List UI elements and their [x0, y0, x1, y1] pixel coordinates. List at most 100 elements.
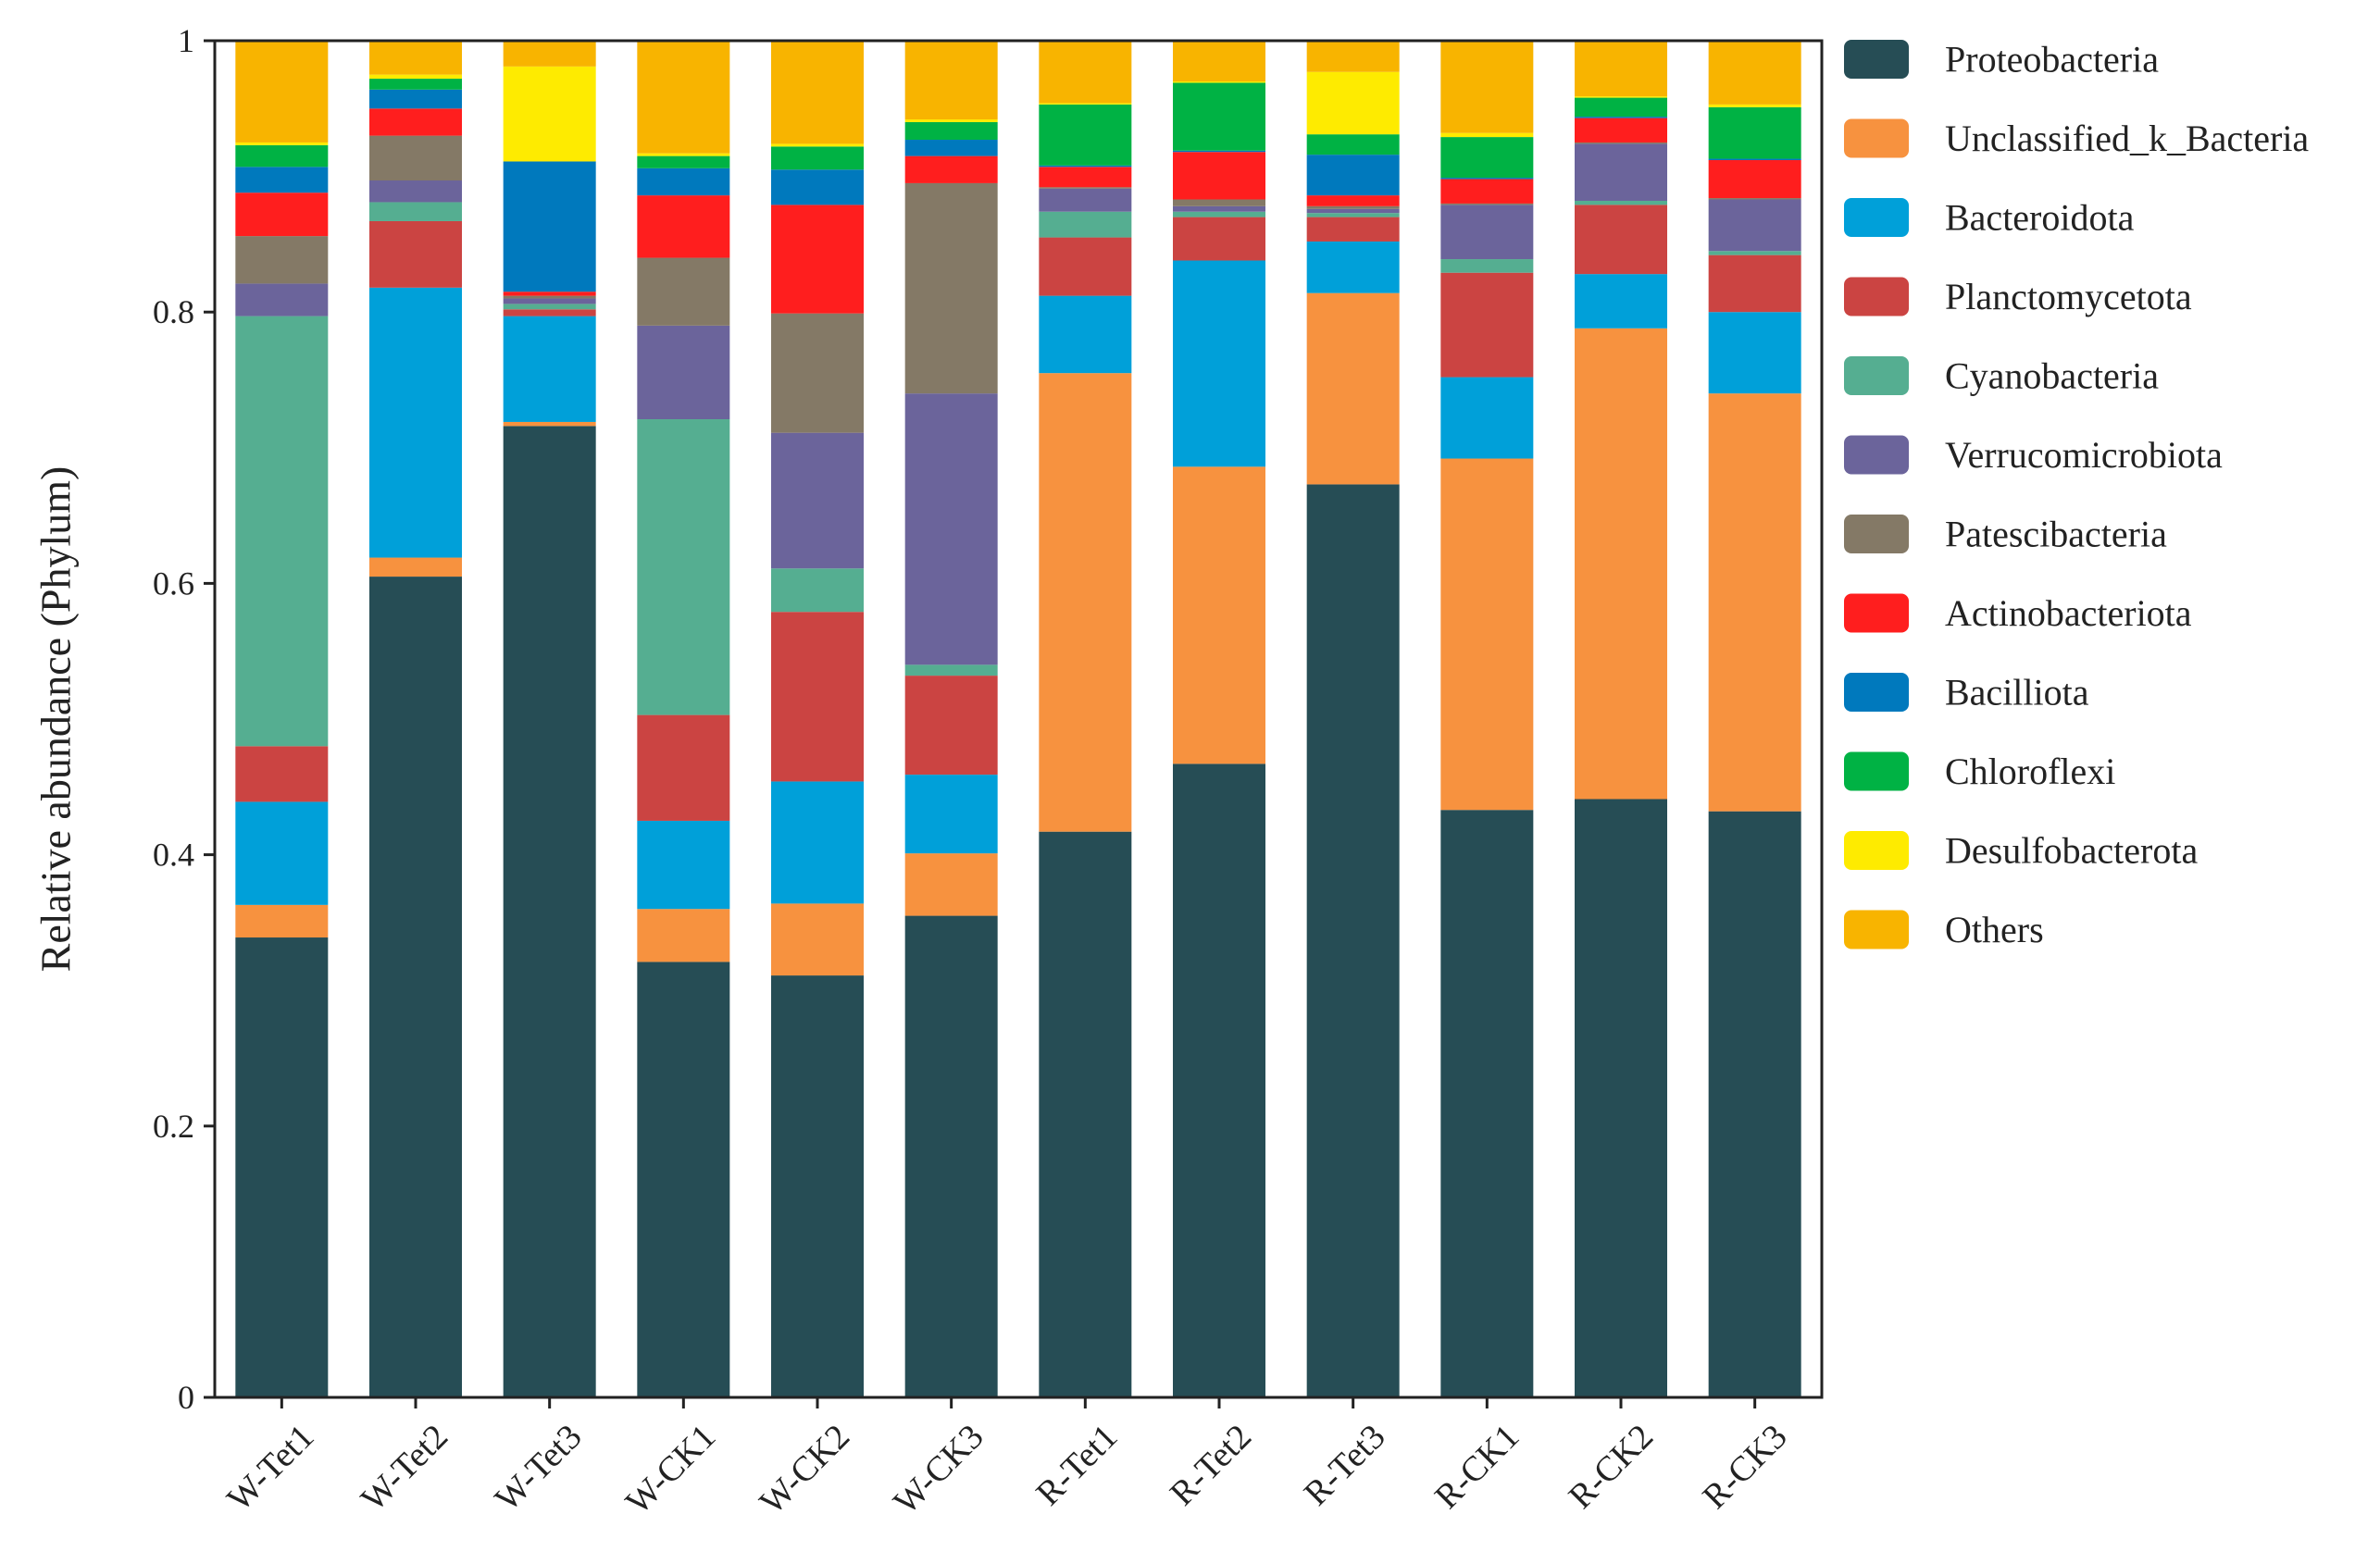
- bar-segment-r-tet2-planctomycetota: [1173, 217, 1265, 261]
- bar-segment-w-ck1-patescibacteria: [637, 257, 730, 326]
- bar-segment-w-tet1-planctomycetota: [235, 746, 329, 802]
- bar-segment-w-ck3-cyanobacteria: [904, 664, 998, 676]
- bar-segment-w-tet2-cyanobacteria: [369, 202, 462, 221]
- x-tick-label: W-Tet1: [219, 1417, 321, 1519]
- bar-segment-r-tet1-bacteroidota: [1039, 295, 1132, 374]
- bar-segment-w-tet2-desulfobacterota: [369, 74, 462, 80]
- bar-segment-r-ck1-cyanobacteria: [1440, 259, 1534, 273]
- bar-segment-r-ck3-bacilliota: [1708, 158, 1801, 161]
- bar-segment-w-ck2-actinobacteriota: [771, 205, 864, 314]
- bar-segment-w-tet1-verrucomicrobiota: [235, 283, 329, 316]
- bar-segment-r-ck3-proteobacteria: [1708, 811, 1801, 1397]
- bar-segment-w-tet2-bacilliota: [369, 89, 462, 109]
- x-tick-label: R-CK2: [1562, 1417, 1661, 1516]
- bar-segment-w-ck3-unclassified-k-bacteria: [904, 853, 998, 916]
- bar-segment-w-tet1-proteobacteria: [235, 937, 329, 1397]
- bar-segment-w-tet3-bacteroidota: [503, 316, 596, 422]
- bar-segment-r-ck2-chloroflexi: [1575, 97, 1667, 118]
- x-tick-label: R-Tet1: [1028, 1417, 1125, 1513]
- bar-segment-w-ck2-unclassified-k-bacteria: [771, 903, 864, 976]
- x-tick-label: R-Tet2: [1163, 1417, 1259, 1513]
- y-tick-label: 0: [178, 1379, 194, 1416]
- legend-swatch: [1844, 593, 1909, 633]
- bar-segment-r-tet1-desulfobacterota: [1039, 103, 1132, 105]
- bar-segment-w-ck1-planctomycetota: [637, 714, 730, 821]
- bar-segment-r-tet2-desulfobacterota: [1173, 81, 1265, 83]
- bar-segment-r-ck1-unclassified-k-bacteria: [1440, 458, 1534, 811]
- bar-segment-w-ck1-proteobacteria: [637, 962, 730, 1397]
- bar-segment-w-ck1-unclassified-k-bacteria: [637, 909, 730, 962]
- bar-segment-w-ck2-proteobacteria: [771, 975, 864, 1397]
- x-tick-label: W-Tet2: [354, 1417, 455, 1519]
- bar-segment-r-ck2-bacilliota: [1575, 117, 1667, 118]
- bar-segment-w-tet3-proteobacteria: [503, 426, 596, 1398]
- legend-swatch: [1844, 356, 1909, 395]
- bar-segment-r-tet3-planctomycetota: [1306, 217, 1400, 242]
- bar-segment-w-ck3-verrucomicrobiota: [904, 393, 998, 665]
- legend-swatch: [1844, 910, 1909, 949]
- bar-segment-r-tet2-bacilliota: [1173, 150, 1265, 153]
- bar-segment-r-ck1-bacteroidota: [1440, 377, 1534, 459]
- x-tick-label: W-Tet3: [488, 1417, 590, 1519]
- bar-segment-r-ck3-verrucomicrobiota: [1708, 199, 1801, 252]
- x-tick-label: R-CK3: [1695, 1417, 1794, 1516]
- bar-segment-r-ck3-actinobacteriota: [1708, 160, 1801, 199]
- bars-layer: [235, 41, 1801, 1398]
- x-tick-label: R-CK1: [1427, 1417, 1526, 1516]
- bar-segment-w-ck3-chloroflexi: [904, 121, 998, 141]
- bar-segment-w-tet2-unclassified-k-bacteria: [369, 557, 462, 577]
- bar-segment-w-tet3-actinobacteriota: [503, 292, 596, 296]
- legend-label: Bacilliota: [1945, 672, 2089, 713]
- legend-swatch: [1844, 751, 1909, 791]
- bar-segment-r-ck1-planctomycetota: [1440, 272, 1534, 378]
- plot-frame: [213, 39, 1824, 1399]
- legend: Proteobacteria Unclassified_k_Bacteria Bac…: [1844, 39, 2309, 950]
- bar-segment-r-tet2-cyanobacteria: [1173, 211, 1265, 217]
- bar-segment-r-tet3-cyanobacteria: [1306, 213, 1400, 217]
- legend-label: Bacteroidota: [1945, 197, 2135, 239]
- bar-segment-r-tet2-verrucomicrobiota: [1173, 205, 1265, 212]
- bar-segment-r-tet3-bacteroidota: [1306, 241, 1400, 293]
- bar-segment-r-tet2-bacteroidota: [1173, 260, 1265, 467]
- bar-segment-w-tet3-desulfobacterota: [503, 66, 596, 162]
- bar-segment-w-ck3-desulfobacterota: [904, 119, 998, 122]
- bar-segment-r-ck1-verrucomicrobiota: [1440, 205, 1534, 260]
- bar-segment-w-ck1-desulfobacterota: [637, 153, 730, 156]
- bar-segment-w-ck2-bacteroidota: [771, 781, 864, 904]
- bar-segment-w-tet1-desulfobacterota: [235, 142, 329, 145]
- bar-segment-r-ck2-verrucomicrobiota: [1575, 143, 1667, 201]
- bar-segment-w-tet1-bacteroidota: [235, 801, 329, 905]
- bar-segment-w-tet1-actinobacteriota: [235, 192, 329, 237]
- bar-segment-r-tet3-chloroflexi: [1306, 134, 1400, 155]
- bar-segment-r-tet2-proteobacteria: [1173, 763, 1265, 1397]
- bar-segment-r-ck2-proteobacteria: [1575, 799, 1667, 1397]
- x-tick-label: R-Tet3: [1297, 1417, 1393, 1513]
- bar-segment-r-tet3-desulfobacterota: [1306, 71, 1400, 135]
- bar-segment-r-ck1-actinobacteriota: [1440, 179, 1534, 204]
- bar-segment-w-tet2-proteobacteria: [369, 577, 462, 1397]
- bar-segment-r-ck3-unclassified-k-bacteria: [1708, 393, 1801, 812]
- bar-segment-r-ck1-chloroflexi: [1440, 137, 1534, 179]
- bar-segment-r-tet3-bacilliota: [1306, 155, 1400, 196]
- bar-segment-r-tet3-verrucomicrobiota: [1306, 208, 1400, 214]
- bar-segment-r-ck2-unclassified-k-bacteria: [1575, 328, 1667, 800]
- bar-segment-r-tet1-planctomycetota: [1039, 237, 1132, 296]
- bar-segment-w-tet3-others: [503, 41, 596, 67]
- bar-segment-w-tet3-patescibacteria: [503, 295, 596, 299]
- bar-segment-w-ck2-bacilliota: [771, 169, 864, 205]
- legend-swatch: [1844, 435, 1909, 475]
- legend-label: Patescibacteria: [1945, 514, 2167, 555]
- bar-segment-r-tet1-bacilliota: [1039, 165, 1132, 168]
- bar-segment-w-tet1-patescibacteria: [235, 236, 329, 284]
- bar-segment-r-ck3-others: [1708, 41, 1801, 105]
- bar-segment-r-ck2-desulfobacterota: [1575, 96, 1667, 98]
- legend-label: Verrucomicrobiota: [1945, 434, 2223, 476]
- bar-segment-w-ck2-planctomycetota: [771, 612, 864, 782]
- legend-label: Proteobacteria: [1945, 39, 2159, 81]
- y-tick-label: 0.8: [153, 293, 194, 330]
- bar-segment-w-ck1-verrucomicrobiota: [637, 325, 730, 420]
- bar-segment-r-ck2-bacteroidota: [1575, 274, 1667, 329]
- y-tick-label: 0.2: [153, 1108, 194, 1145]
- bar-segment-r-ck1-others: [1440, 41, 1534, 133]
